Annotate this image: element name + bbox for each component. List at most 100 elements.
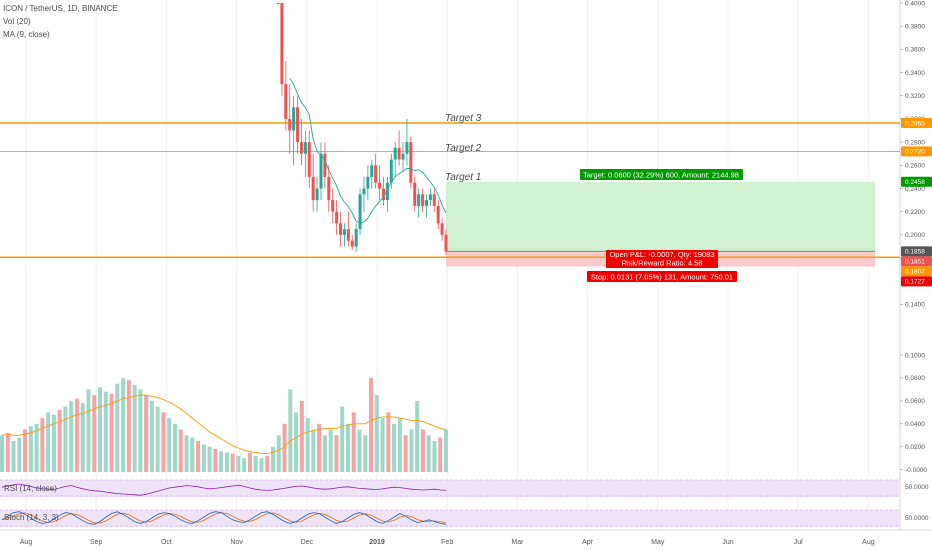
candle-body bbox=[374, 165, 378, 183]
volume-bar bbox=[409, 429, 414, 472]
price-tag bbox=[901, 176, 932, 187]
volume-bar bbox=[230, 453, 235, 472]
horizontal-levels[interactable] bbox=[0, 122, 900, 258]
volume-bar bbox=[305, 418, 310, 472]
volume-bar bbox=[149, 400, 154, 472]
volume-bar bbox=[426, 435, 431, 472]
volume-bar bbox=[299, 400, 304, 472]
candle-body bbox=[292, 107, 296, 131]
candle-body bbox=[389, 159, 393, 183]
price-tag-label: 0.1858 bbox=[905, 249, 925, 256]
volume-bar bbox=[247, 452, 252, 472]
candle-body bbox=[401, 153, 405, 160]
volume-bar bbox=[438, 437, 443, 472]
time-axis-label: Jul bbox=[794, 539, 803, 546]
rsi-legend[interactable]: RSI (14, close) bbox=[4, 484, 57, 493]
volume-bar bbox=[126, 380, 131, 472]
candle-body bbox=[428, 194, 432, 201]
stop-info-text: Stop: 0.0131 (7.05%) 131, Amount: 750.01 bbox=[591, 273, 733, 282]
candle-body bbox=[381, 188, 385, 201]
stoch-line bbox=[1, 511, 447, 525]
price-tag-label: 0.1807 bbox=[905, 269, 925, 276]
volume-bar bbox=[80, 403, 85, 472]
volume-bar bbox=[190, 437, 195, 472]
candle-body bbox=[350, 240, 354, 247]
price-tag bbox=[901, 117, 932, 128]
candle-body bbox=[276, 3, 280, 4]
volume-bar bbox=[288, 389, 293, 472]
vol-legend[interactable]: Vol (20) bbox=[3, 17, 31, 26]
volume-bar bbox=[380, 418, 385, 472]
price-tag bbox=[901, 246, 932, 257]
rsi-polyline bbox=[1, 483, 447, 496]
volume-bar bbox=[242, 458, 247, 472]
candle-body bbox=[440, 223, 444, 235]
stop-info-box[interactable] bbox=[587, 271, 737, 282]
candle-body bbox=[280, 3, 284, 85]
volume-bar bbox=[178, 429, 183, 472]
profit-zone bbox=[446, 181, 875, 252]
price-tick-label: 0.1400 bbox=[905, 302, 925, 309]
volume-bar bbox=[74, 398, 79, 472]
time-axis-label: May bbox=[651, 539, 665, 546]
price-tick-label: 0.3600 bbox=[905, 47, 925, 54]
candle-body bbox=[296, 107, 300, 143]
open-pnl-text: Open P&L: -0.0007, Qty: 19083 bbox=[609, 250, 714, 259]
volume-bar bbox=[213, 449, 218, 472]
volume-bar bbox=[357, 429, 362, 472]
candle-body bbox=[417, 194, 421, 206]
candle-body bbox=[335, 211, 339, 224]
volume-bar bbox=[46, 412, 51, 472]
target-info-box[interactable] bbox=[580, 169, 743, 180]
price-tag-label: 0.2458 bbox=[905, 179, 925, 186]
volume-bar bbox=[34, 423, 39, 472]
volume-bar bbox=[253, 455, 258, 472]
volume-bar bbox=[276, 435, 281, 472]
target-2-label: Target 2 bbox=[445, 143, 482, 154]
price-tick-label: 0.2400 bbox=[905, 186, 925, 193]
volume-ma-polyline bbox=[1, 394, 447, 455]
price-tag bbox=[901, 266, 932, 277]
volume-bar bbox=[236, 455, 241, 472]
price-tag bbox=[901, 256, 932, 267]
rsi-tick-label: 50.0000 bbox=[905, 484, 929, 491]
time-axis-label: Feb bbox=[441, 539, 453, 546]
volume-bar bbox=[103, 391, 108, 472]
candle-body bbox=[307, 142, 311, 177]
volume-bar bbox=[386, 412, 391, 472]
symbol-legend[interactable]: ICON / TetherUS, 1D, BINANCE bbox=[3, 4, 118, 13]
price-tag-label: 0.1727 bbox=[905, 279, 925, 286]
volume-tick-label: 0.0400 bbox=[905, 421, 925, 428]
price-tag-label: 0.1851 bbox=[905, 259, 925, 266]
candles bbox=[276, 3, 448, 255]
price-tick-label: 0.2000 bbox=[905, 232, 925, 239]
time-axis[interactable]: Aug Sep Oct Nov Dec 2019 Feb Mar Apr May Jun Jul Aug bbox=[20, 539, 875, 546]
volume-tick-label: 0.0600 bbox=[905, 398, 925, 405]
candle-body bbox=[366, 176, 370, 189]
volume-bar bbox=[207, 446, 212, 472]
volume-bar bbox=[144, 395, 149, 472]
time-axis-label: Sep bbox=[90, 539, 103, 546]
volume-bar bbox=[86, 389, 91, 472]
volume-bar bbox=[259, 458, 264, 472]
stoch-pane-background bbox=[0, 510, 900, 527]
time-axis-label: Dec bbox=[301, 539, 314, 546]
stoch-legend[interactable]: Stoch (14, 3, 3) bbox=[4, 513, 59, 522]
candle-body bbox=[303, 142, 307, 154]
time-axis-label: Mar bbox=[511, 539, 524, 546]
time-axis-label: Nov bbox=[230, 539, 243, 546]
candle-body bbox=[421, 194, 425, 206]
volume-bar bbox=[392, 423, 397, 472]
volume-bar bbox=[172, 423, 177, 472]
stoch-k-polyline bbox=[1, 511, 447, 525]
rsi-axis: 50.0000 bbox=[905, 484, 929, 491]
volume-bar bbox=[369, 377, 374, 472]
volume-bar bbox=[121, 377, 126, 472]
ma-legend[interactable]: MA (9, close) bbox=[3, 30, 50, 39]
volume-bar bbox=[51, 414, 56, 472]
volume-bar bbox=[322, 435, 327, 472]
volume-bar bbox=[184, 435, 189, 472]
pnl-info-box[interactable] bbox=[606, 250, 718, 268]
volume-bar bbox=[334, 435, 339, 472]
